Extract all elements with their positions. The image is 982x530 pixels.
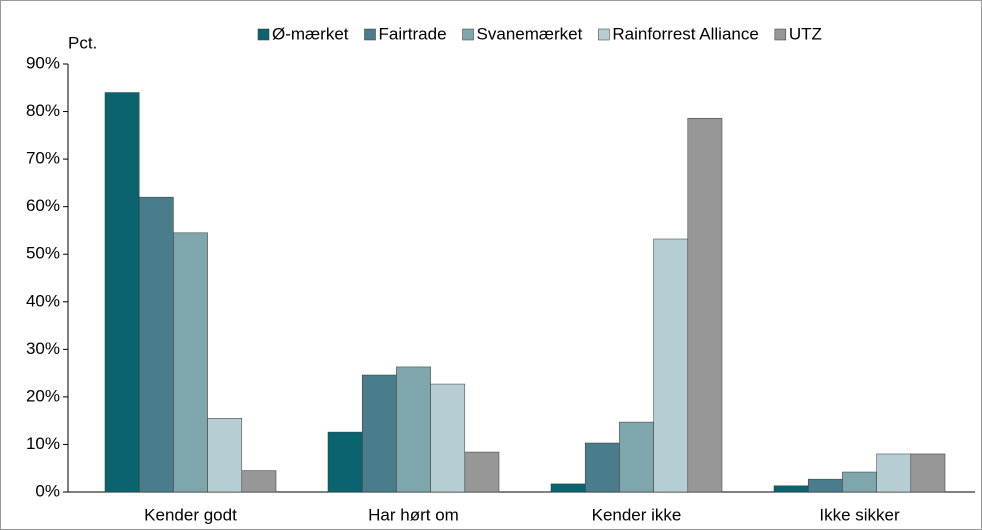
y-axis-label: Pct. xyxy=(68,33,97,52)
y-tick-label: 70% xyxy=(26,149,60,168)
y-tick-label: 50% xyxy=(26,244,60,263)
bar xyxy=(807,478,843,493)
legend-swatch xyxy=(462,28,474,41)
bar xyxy=(241,470,277,493)
x-tick-label: Kender ikke xyxy=(592,505,682,524)
y-tick-label: 30% xyxy=(26,339,60,358)
bar xyxy=(842,471,877,493)
y-tick-label: 90% xyxy=(26,53,60,72)
legend-label: UTZ xyxy=(789,24,822,43)
y-tick-label: 60% xyxy=(26,196,60,215)
bar xyxy=(138,196,174,493)
bar xyxy=(207,418,243,493)
bar xyxy=(773,485,809,493)
legend-label: Ø-mærket xyxy=(272,24,349,43)
bar xyxy=(173,232,208,493)
y-tick-label: 80% xyxy=(26,101,60,120)
bar xyxy=(910,453,946,493)
bar xyxy=(430,383,466,493)
y-tick-label: 20% xyxy=(26,386,60,405)
bar xyxy=(584,442,620,493)
bar xyxy=(876,453,912,493)
legend-swatch xyxy=(598,28,610,41)
legend-label: Rainforrest Alliance xyxy=(612,24,758,43)
bar xyxy=(464,451,500,493)
bar xyxy=(619,421,654,493)
legend-label: Fairtrade xyxy=(379,24,447,43)
bar xyxy=(550,483,586,493)
y-tick-label: 0% xyxy=(35,481,60,500)
legend-swatch xyxy=(774,28,787,41)
legend-label: Svanemærket xyxy=(477,24,583,43)
x-tick-label: Kender godt xyxy=(144,505,237,524)
legend-swatch xyxy=(257,28,270,41)
y-tick-label: 40% xyxy=(26,291,60,310)
bar xyxy=(104,92,140,493)
bar xyxy=(327,431,363,493)
bar xyxy=(396,366,431,493)
y-tick-label: 10% xyxy=(26,434,60,453)
legend-swatch xyxy=(364,28,376,41)
bar xyxy=(653,238,689,493)
bar xyxy=(687,117,723,493)
x-tick-label: Ikke sikker xyxy=(819,505,900,524)
x-tick-label: Har hørt om xyxy=(368,505,459,524)
bar xyxy=(361,374,397,493)
